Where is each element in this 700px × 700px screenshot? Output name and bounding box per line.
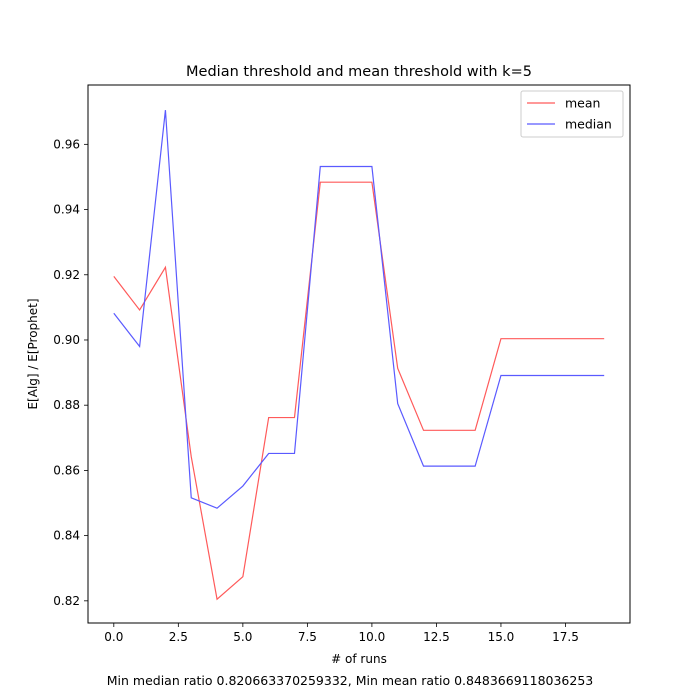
legend: mean median <box>520 90 624 138</box>
y-tick-label: 0.86 <box>53 463 80 477</box>
plot-frame <box>87 84 631 624</box>
series-layer <box>113 110 605 601</box>
y-tick-label: 0.96 <box>53 137 80 151</box>
y-tick-label: 0.92 <box>53 268 80 282</box>
x-tick-label: 0.0 <box>104 630 123 644</box>
x-tick-label: 12.5 <box>423 630 450 644</box>
legend-label-median: median <box>565 117 612 132</box>
x-tick-label: 7.5 <box>298 630 317 644</box>
x-tick-label: 15.0 <box>488 630 515 644</box>
y-tick-label: 0.94 <box>53 203 80 217</box>
y-tick-label: 0.84 <box>53 529 80 543</box>
series-line-mean <box>113 181 605 601</box>
chart-title: Median threshold and mean threshold with… <box>186 64 532 80</box>
y-axis-label: E[Alg] / E[Prophet] <box>26 298 40 409</box>
x-ticks: 0.0 2.5 5.0 7.5 10.0 12.5 15.0 17.5 <box>104 623 579 644</box>
x-axis-label: # of runs <box>331 652 387 666</box>
footer-note: Min median ratio 0.820663370259332, Min … <box>107 673 594 688</box>
y-tick-label: 0.88 <box>53 398 80 412</box>
x-tick-label: 5.0 <box>233 630 252 644</box>
x-tick-label: 17.5 <box>552 630 579 644</box>
y-tick-label: 0.82 <box>53 594 80 608</box>
y-ticks: 0.82 0.84 0.86 0.88 0.90 0.92 0.94 0.96 <box>53 137 88 608</box>
y-tick-label: 0.90 <box>53 333 80 347</box>
series-line-median <box>113 110 605 509</box>
x-tick-label: 2.5 <box>169 630 188 644</box>
x-tick-label: 10.0 <box>359 630 386 644</box>
legend-label-mean: mean <box>565 96 600 111</box>
